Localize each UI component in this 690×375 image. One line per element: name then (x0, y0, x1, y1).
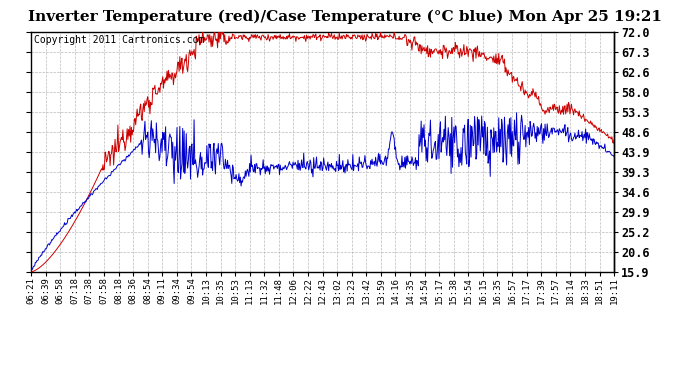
Text: Copyright 2011 Cartronics.com: Copyright 2011 Cartronics.com (34, 36, 204, 45)
Text: Inverter Temperature (red)/Case Temperature (°C blue) Mon Apr 25 19:21: Inverter Temperature (red)/Case Temperat… (28, 9, 662, 24)
